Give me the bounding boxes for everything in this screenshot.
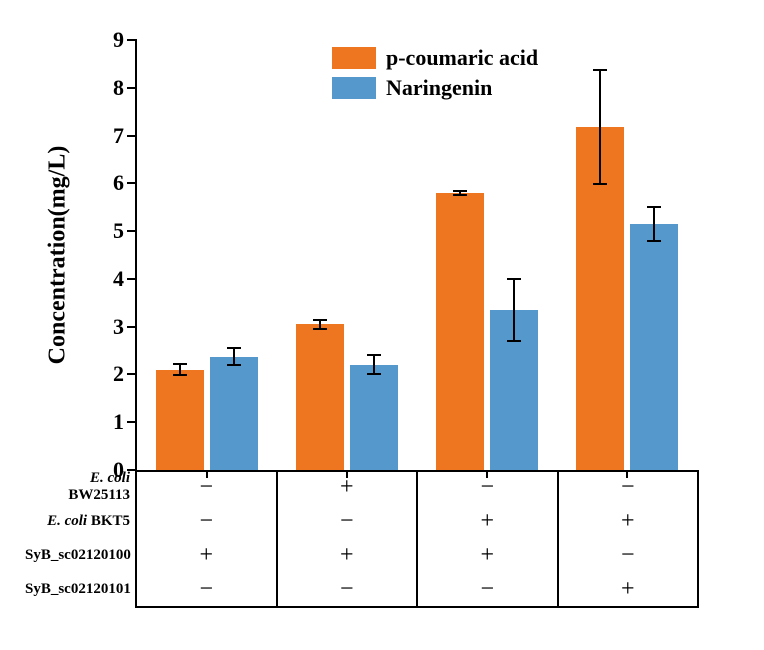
y-tick: [127, 87, 137, 89]
error-bar: [233, 348, 235, 365]
error-bar: [599, 70, 601, 185]
y-tick-label: 6: [99, 170, 124, 196]
error-cap: [313, 328, 327, 330]
legend-swatch-0: [332, 47, 376, 69]
bar: [210, 357, 258, 470]
y-tick: [127, 135, 137, 137]
condition-cell: −: [278, 572, 419, 606]
error-cap: [507, 340, 521, 342]
error-cap: [367, 354, 381, 356]
y-tick-label: 8: [99, 75, 124, 101]
y-tick: [127, 421, 137, 423]
legend-swatch-1: [332, 77, 376, 99]
y-tick: [127, 278, 137, 280]
condition-label: SyB_sc02120100: [25, 547, 130, 564]
y-axis-label: Concentration(mg/L): [45, 146, 72, 365]
condition-cell: +: [418, 504, 559, 538]
error-cap: [593, 69, 607, 71]
y-tick: [127, 39, 137, 41]
condition-cell: −: [137, 572, 278, 606]
condition-cell: −: [137, 470, 278, 504]
y-tick-label: 4: [99, 266, 124, 292]
condition-cell: −: [559, 538, 698, 572]
error-cap: [227, 364, 241, 366]
legend-label-1: Naringenin: [386, 75, 492, 101]
legend: p-coumaric acid Naringenin: [332, 45, 538, 105]
y-tick-label: 2: [99, 361, 124, 387]
condition-label: E. coli BKT5: [25, 513, 130, 530]
y-tick-label: 5: [99, 218, 124, 244]
condition-cell: −: [418, 572, 559, 606]
condition-cell: +: [418, 538, 559, 572]
error-cap: [173, 374, 187, 376]
error-cap: [647, 240, 661, 242]
error-cap: [227, 347, 241, 349]
condition-cell: +: [559, 572, 698, 606]
legend-item-1: Naringenin: [332, 75, 538, 101]
condition-row: SyB_sc02120101−−−+: [137, 572, 697, 606]
condition-label: SyB_sc02120101: [25, 581, 130, 598]
bar: [156, 370, 204, 470]
condition-cell: +: [559, 504, 698, 538]
condition-cell: −: [418, 470, 559, 504]
y-tick: [127, 182, 137, 184]
condition-row: E. coli BKT5−−++: [137, 504, 697, 538]
y-tick-label: 3: [99, 314, 124, 340]
error-bar: [513, 279, 515, 341]
condition-table: E. coli BW25113−+−−E. coli BKT5−−++SyB_s…: [135, 470, 699, 608]
chart-container: Concentration(mg/L) p-coumaric acid Nari…: [20, 20, 744, 630]
y-tick-label: 7: [99, 123, 124, 149]
legend-label-0: p-coumaric acid: [386, 45, 538, 71]
condition-cell: +: [278, 538, 419, 572]
y-tick: [127, 373, 137, 375]
bar: [436, 193, 484, 470]
condition-cell: −: [278, 504, 419, 538]
y-tick: [127, 326, 137, 328]
condition-cell: +: [278, 470, 419, 504]
bar: [296, 324, 344, 470]
error-bar: [653, 207, 655, 240]
error-cap: [173, 363, 187, 365]
condition-cell: −: [137, 504, 278, 538]
condition-row: SyB_sc02120100+++−: [137, 538, 697, 572]
condition-cell: −: [559, 470, 698, 504]
error-cap: [507, 278, 521, 280]
error-cap: [313, 319, 327, 321]
y-tick-label: 1: [99, 409, 124, 435]
condition-row: E. coli BW25113−+−−: [137, 470, 697, 504]
error-cap: [453, 194, 467, 196]
error-cap: [647, 206, 661, 208]
condition-label: E. coli BW25113: [25, 470, 130, 504]
condition-cell: +: [137, 538, 278, 572]
error-cap: [453, 190, 467, 192]
y-tick-label: 9: [99, 27, 124, 53]
bar: [350, 365, 398, 470]
bar: [630, 224, 678, 470]
error-bar: [373, 355, 375, 374]
error-cap: [367, 373, 381, 375]
error-cap: [593, 183, 607, 185]
plot-area: p-coumaric acid Naringenin 0123456789: [135, 40, 697, 472]
legend-item-0: p-coumaric acid: [332, 45, 538, 71]
y-tick: [127, 230, 137, 232]
